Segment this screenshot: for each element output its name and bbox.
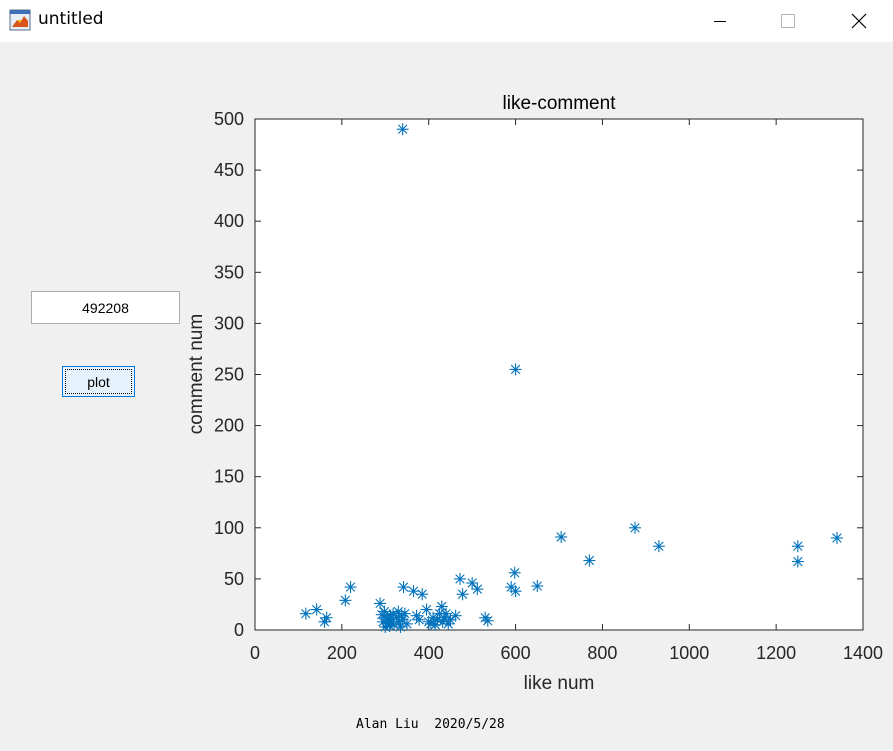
x-tick-label: 1400 <box>843 643 883 663</box>
data-point <box>791 540 804 553</box>
data-point <box>344 581 357 594</box>
axes-area <box>254 118 864 631</box>
data-point <box>398 607 411 620</box>
y-tick-label: 0 <box>234 620 244 640</box>
y-tick-label: 500 <box>214 109 244 129</box>
window-titlebar: untitled <box>0 0 893 42</box>
data-point <box>378 605 391 618</box>
x-axis-label: like num <box>524 673 595 694</box>
maximize-button[interactable] <box>765 0 811 42</box>
data-point <box>397 581 410 594</box>
chart-title: like-comment <box>503 93 617 114</box>
data-point <box>652 540 665 553</box>
y-tick-label: 450 <box>214 160 244 180</box>
y-tick-label: 50 <box>224 569 244 589</box>
plot-button[interactable]: plot <box>62 366 135 397</box>
data-point <box>435 600 448 613</box>
x-tick-label: 600 <box>501 643 531 663</box>
y-tick-label: 100 <box>214 518 244 538</box>
footer-label: Alan Liu 2020/5/28 <box>356 717 505 732</box>
value-input-field[interactable]: 492208 <box>31 291 180 324</box>
data-point <box>407 585 420 598</box>
y-tick-label: 350 <box>214 262 244 282</box>
data-point <box>449 609 462 622</box>
data-point <box>416 588 429 601</box>
data-point <box>466 576 479 589</box>
matlab-figure-icon <box>9 9 31 31</box>
data-point <box>420 603 433 616</box>
data-point <box>320 611 333 624</box>
data-point <box>481 614 494 627</box>
close-button[interactable] <box>836 0 882 42</box>
axis-ticks: 0 200 400 600 800 1000 1200 1400 0 50 100 150 200 250… <box>214 109 883 663</box>
data-point <box>471 583 484 596</box>
y-tick-label: 200 <box>214 416 244 436</box>
data-point <box>629 521 641 534</box>
x-tick-label: 1000 <box>669 643 709 663</box>
minimize-icon <box>714 21 726 22</box>
x-tick-label: 200 <box>327 643 357 663</box>
data-point <box>555 530 568 543</box>
data-point <box>509 363 522 376</box>
data-point <box>440 607 453 620</box>
x-tick-label: 0 <box>250 643 260 663</box>
data-point <box>509 585 522 598</box>
data-point <box>413 613 426 626</box>
minimize-button[interactable] <box>697 0 743 42</box>
y-axis-label: comment num <box>186 314 207 434</box>
data-point <box>456 588 469 601</box>
data-point <box>508 566 521 579</box>
data-points <box>299 123 843 633</box>
data-point <box>453 572 466 585</box>
close-icon <box>851 13 867 29</box>
data-point <box>310 603 323 616</box>
data-point <box>791 555 804 568</box>
maximize-icon <box>781 14 795 28</box>
y-tick-label: 250 <box>214 365 244 385</box>
x-tick-label: 800 <box>587 643 617 663</box>
data-point <box>531 580 544 593</box>
data-point <box>401 617 413 630</box>
data-point <box>583 554 596 567</box>
y-tick-label: 150 <box>214 467 244 487</box>
data-point <box>830 532 843 545</box>
data-point <box>299 607 312 620</box>
y-tick-label: 400 <box>214 211 244 231</box>
x-tick-label: 400 <box>414 643 444 663</box>
y-tick-label: 300 <box>214 313 244 333</box>
data-point <box>396 123 409 136</box>
data-point <box>318 615 331 628</box>
window-title: untitled <box>38 9 104 29</box>
x-tick-label: 1200 <box>756 643 796 663</box>
data-point <box>339 594 352 607</box>
